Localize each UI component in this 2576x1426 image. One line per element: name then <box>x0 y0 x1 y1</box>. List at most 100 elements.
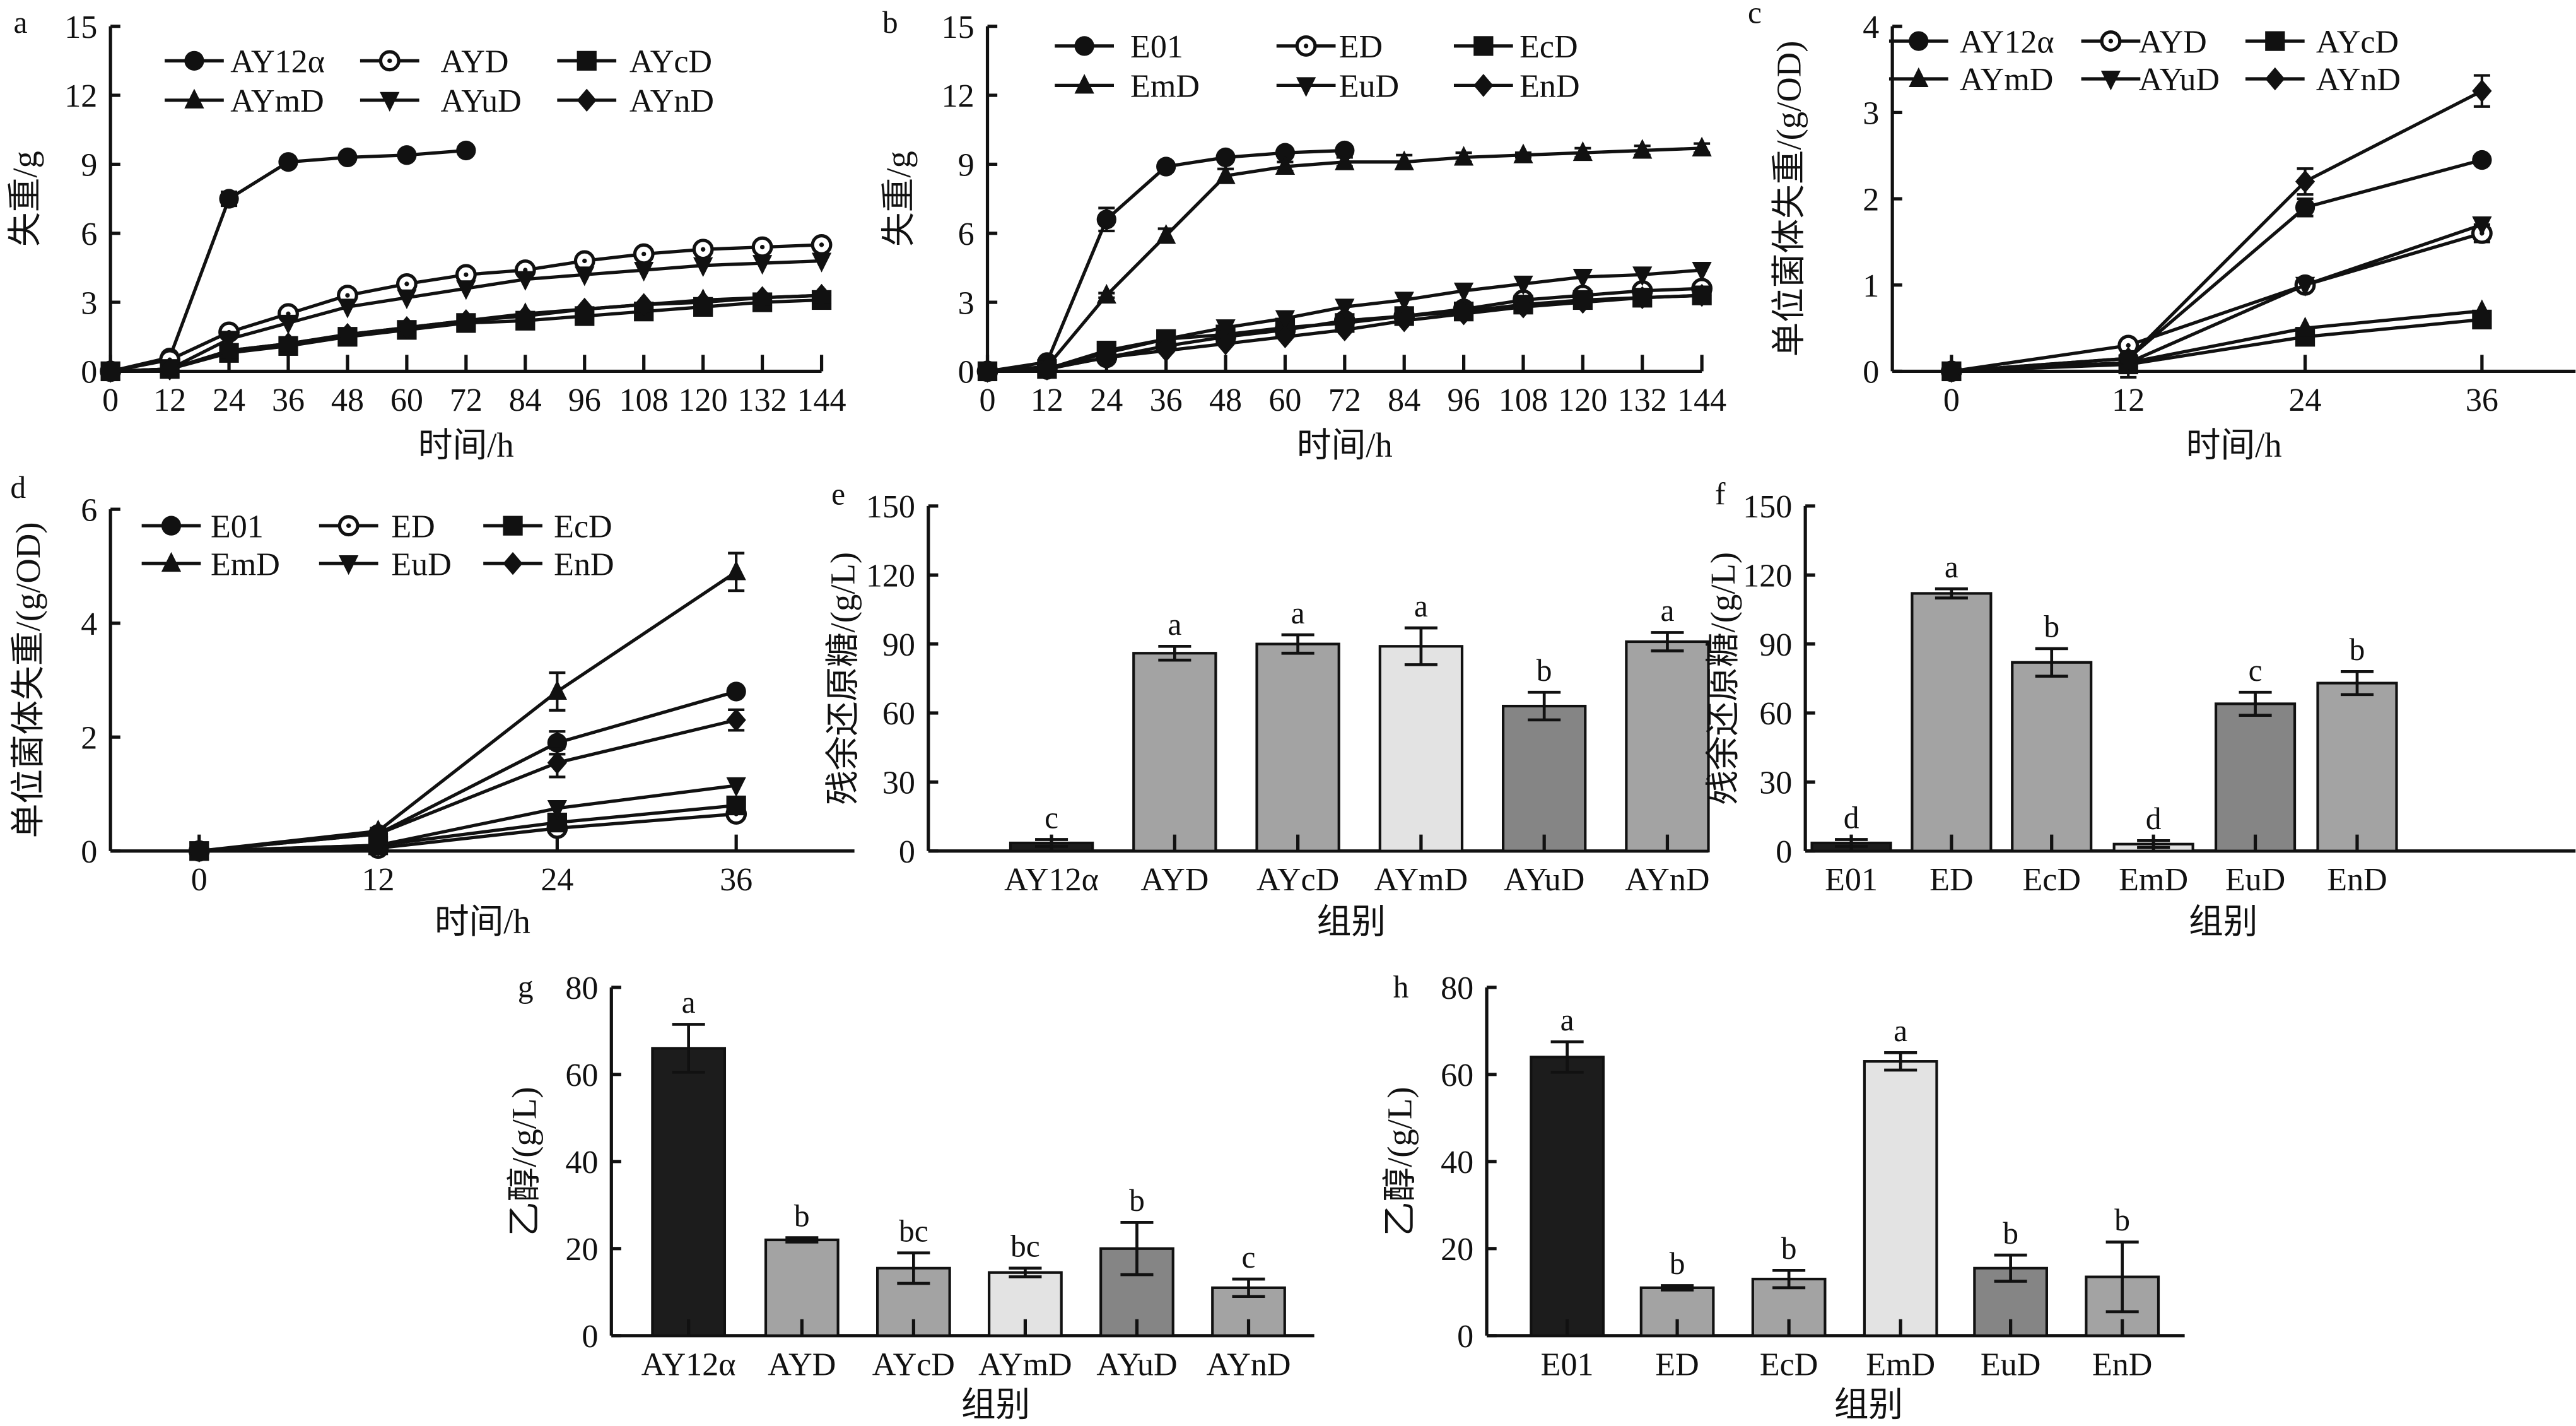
data-point <box>368 822 389 846</box>
x-axis-label: 组别 <box>2189 902 2257 941</box>
data-point <box>1632 139 1653 159</box>
panel-letter: b <box>882 5 898 40</box>
legend-label: AYuD <box>2139 62 2220 98</box>
legend-marker <box>1074 74 1094 94</box>
data-point <box>726 795 746 816</box>
data-point-dot <box>759 244 765 250</box>
legend-label: E01 <box>211 509 264 545</box>
data-point <box>1215 332 1236 355</box>
category-label: AYmD <box>978 1346 1072 1382</box>
significance-letter: bc <box>899 1213 928 1248</box>
category-label: AYmD <box>1374 862 1468 898</box>
y-tick-label: 12 <box>64 78 97 114</box>
y-tick-label: 0 <box>1776 834 1792 870</box>
bar-group: a AYD <box>1132 607 1217 898</box>
x-tick-label: 36 <box>272 382 305 418</box>
y-tick-label: 9 <box>958 148 975 184</box>
x-tick-label: 24 <box>213 382 245 418</box>
bar <box>1378 645 1464 852</box>
legend-label: AYnD <box>2316 62 2401 98</box>
significance-letter: a <box>1414 589 1428 623</box>
data-point <box>456 309 476 333</box>
y-tick-label: 90 <box>1759 627 1792 663</box>
legend-item: AYD <box>2081 24 2207 60</box>
bar-group: b EcD <box>2011 610 2093 898</box>
data-point <box>752 286 773 310</box>
y-axis-label: 失重/g <box>6 151 44 247</box>
significance-letter: b <box>1670 1246 1685 1281</box>
y-tick-label: 3 <box>1863 96 1879 132</box>
x-axis-label: 时间/h <box>435 902 530 941</box>
significance-letter: c <box>1045 800 1058 835</box>
legend-marker <box>1909 31 1929 51</box>
y-tick-label: 40 <box>1441 1145 1473 1181</box>
bar <box>1502 704 1587 852</box>
y-tick-label: 90 <box>882 627 915 663</box>
bar-group: b EnD <box>2316 632 2398 898</box>
y-axis-label: 残余还原糖/(g/L) <box>1704 552 1742 805</box>
x-tick-label: 108 <box>619 382 669 418</box>
legend-label: AYmD <box>1960 62 2054 98</box>
series-AYuD <box>1941 216 2492 383</box>
legend-item: AYmD <box>165 83 324 119</box>
y-tick-label: 40 <box>565 1145 598 1181</box>
data-point <box>515 304 536 328</box>
significance-letter: b <box>1781 1231 1797 1266</box>
legend-marker <box>184 88 204 109</box>
y-tick-label: 4 <box>1863 9 1879 45</box>
y-axis-label: 失重/g <box>879 151 918 247</box>
x-tick-label: 60 <box>1268 382 1301 418</box>
legend-label: AYcD <box>2316 24 2399 60</box>
bar <box>651 1047 727 1337</box>
category-label: EnD <box>2092 1346 2152 1382</box>
y-tick-label: 150 <box>1743 489 1792 525</box>
data-point <box>1513 143 1533 163</box>
bar-group: a AY12α <box>641 985 736 1382</box>
legend-label: EnD <box>554 546 614 582</box>
legend-item: ED <box>319 509 435 545</box>
x-tick-label: 12 <box>153 382 186 418</box>
category-label: AYcD <box>872 1346 955 1382</box>
data-point <box>100 360 120 383</box>
legend-item: EcD <box>483 509 612 545</box>
significance-letter: b <box>1129 1183 1145 1218</box>
data-point <box>1692 283 1712 307</box>
bar-group: a ED <box>1911 550 1993 898</box>
legend-label: EmD <box>1130 69 1200 105</box>
y-tick-label: 30 <box>1759 765 1792 801</box>
x-tick-label: 48 <box>331 382 364 418</box>
panel-letter: f <box>1715 476 1726 511</box>
y-tick-label: 1 <box>1863 268 1879 304</box>
legend-item: EcD <box>1453 29 1578 65</box>
category-label: EmD <box>1866 1346 1935 1382</box>
significance-letter: d <box>1844 800 1859 835</box>
category-label: AYuD <box>1096 1346 1177 1382</box>
y-tick-label: 9 <box>81 148 97 184</box>
x-tick-label: 96 <box>568 382 601 418</box>
data-point <box>1275 155 1296 175</box>
significance-letter: a <box>1660 593 1674 628</box>
y-tick-label: 80 <box>1441 970 1473 1006</box>
legend-label: AY12α <box>230 44 325 80</box>
legend-marker <box>1909 67 1929 87</box>
x-tick-label: 96 <box>1448 382 1480 418</box>
legend-label: AYcD <box>629 44 712 80</box>
data-point <box>2295 197 2315 218</box>
data-point <box>752 255 773 275</box>
category-label: AY12α <box>1004 862 1099 898</box>
category-label: AYnD <box>1206 1346 1291 1382</box>
legend-item: ED <box>1276 29 1383 65</box>
data-point <box>2472 79 2492 103</box>
series-line <box>1951 158 2483 374</box>
bar-group: b ED <box>1639 1246 1715 1382</box>
x-tick-label: 36 <box>720 862 752 898</box>
legend-marker <box>339 555 359 575</box>
x-tick-label: 144 <box>797 382 846 418</box>
bar-group: d EmD <box>2112 801 2194 898</box>
y-tick-label: 3 <box>958 285 975 321</box>
bar <box>1911 592 1993 852</box>
data-point <box>726 708 746 732</box>
legend-item: EnD <box>483 546 614 582</box>
